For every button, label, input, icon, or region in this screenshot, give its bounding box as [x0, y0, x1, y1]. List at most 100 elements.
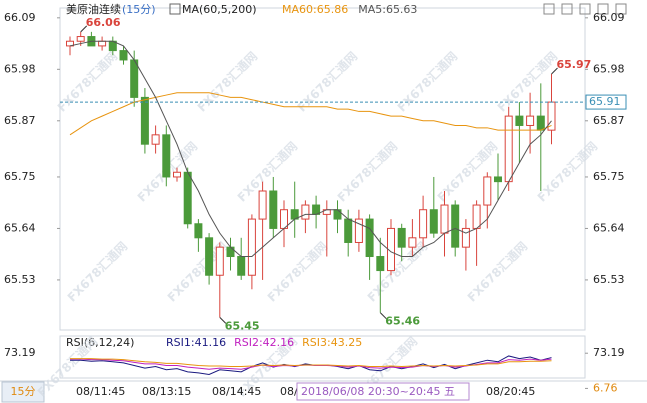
candle-body — [333, 209, 342, 220]
toolbar-icons — [543, 3, 627, 15]
candle — [494, 153, 502, 201]
candle-body — [247, 218, 256, 276]
candle — [397, 223, 406, 262]
candle — [258, 181, 267, 280]
candle-body — [376, 256, 385, 272]
icon[interactable] — [579, 3, 591, 15]
y-tick-label-right: 65.53 — [593, 273, 625, 286]
candle — [504, 106, 513, 191]
candle — [526, 92, 535, 154]
candle-body — [140, 96, 149, 145]
candle-body — [301, 204, 310, 220]
crosshair-label: 2018/06/08 20:30~20:45 五 — [301, 385, 455, 398]
candle — [301, 200, 310, 234]
candle-body — [226, 246, 235, 258]
candle-body — [440, 204, 449, 234]
candle-body — [194, 223, 203, 239]
candle — [269, 176, 278, 238]
y-tick-label: 73.19 — [4, 346, 36, 359]
candle-body — [472, 204, 481, 229]
x-tick-label: 08/13:15 — [142, 385, 191, 398]
candle — [194, 219, 203, 252]
crosshair-label-box — [296, 382, 470, 401]
y-tick-label: 65.64 — [4, 221, 36, 234]
settings-icon[interactable] — [169, 3, 181, 15]
candle-body — [387, 227, 395, 272]
extreme-pointer — [219, 317, 227, 324]
y-tick-label-right: 65.87 — [593, 114, 625, 127]
candle — [140, 88, 149, 154]
icon[interactable] — [561, 3, 573, 15]
rsi-frame — [59, 335, 586, 379]
candle-body — [162, 134, 171, 178]
candle-body — [461, 227, 470, 248]
candle-body — [258, 190, 267, 220]
candle — [376, 237, 385, 313]
candle-body — [494, 176, 502, 183]
candle — [461, 219, 470, 271]
candle-body — [98, 40, 107, 47]
chart-title: 美原油连续 — [66, 2, 121, 16]
candle — [215, 242, 224, 318]
icon[interactable] — [597, 3, 609, 15]
ma-line — [69, 40, 552, 258]
candle — [387, 219, 395, 276]
candle — [205, 233, 214, 285]
candle-body — [526, 115, 535, 126]
legend-entry: MA5:65.63 — [358, 3, 417, 16]
candle-body — [515, 115, 524, 126]
period-button[interactable] — [1, 381, 45, 403]
extreme-pointer — [80, 25, 88, 33]
x-tick-label: 08/11:45 — [76, 385, 125, 398]
candle-body — [173, 171, 181, 178]
y-tick-label-right: 65.64 — [593, 221, 625, 234]
candle-body — [397, 227, 406, 248]
legend-entry: RSI2:42.16 — [234, 336, 294, 349]
x-tick-label: 08/20:45 — [486, 385, 535, 398]
icon[interactable] — [615, 3, 627, 15]
y-tick-label-right: 6.76 — [593, 381, 618, 394]
y-tick-label: 65.75 — [4, 170, 36, 183]
candle — [408, 219, 417, 257]
candle-body — [76, 36, 85, 42]
candle-body — [151, 134, 160, 145]
candle-body — [269, 190, 278, 229]
candle — [515, 102, 524, 163]
candle — [173, 167, 181, 182]
candle-body — [237, 256, 246, 276]
extreme-pointer — [379, 312, 387, 320]
y-tick-label: 65.98 — [4, 62, 36, 75]
extreme-label: 65.97 — [557, 58, 592, 71]
candle-body — [183, 171, 192, 225]
legend-entry: RSI1:41.16 — [166, 336, 226, 349]
extreme-label: 65.45 — [225, 319, 260, 332]
candle-body — [344, 218, 353, 243]
candle — [419, 195, 428, 248]
period: (15分) — [122, 3, 156, 16]
rsi-title: RSI(6,12,24) — [66, 336, 134, 349]
rsi-line — [70, 358, 552, 368]
candle — [429, 176, 438, 238]
candle-body — [280, 209, 288, 229]
candle-body — [483, 176, 492, 206]
extreme-label: 66.06 — [86, 16, 121, 29]
candle-body — [365, 218, 374, 258]
candle-body — [130, 59, 139, 98]
candle — [354, 209, 363, 252]
legend-entry: MA60:65.86 — [282, 3, 348, 16]
extreme-pointer — [551, 67, 558, 75]
period-button-label[interactable]: 15分 — [11, 385, 36, 398]
candle — [119, 45, 128, 65]
candle-body — [451, 204, 460, 248]
candle-body — [429, 209, 438, 234]
y-tick-label-right: 65.75 — [593, 170, 625, 183]
icon[interactable] — [543, 3, 555, 15]
candle-body — [536, 115, 545, 131]
candle-body — [205, 237, 214, 276]
y-tick-label-right: 66.09 — [593, 11, 625, 24]
candle-body — [504, 115, 513, 183]
candle-body — [354, 218, 363, 243]
candle-body — [419, 209, 428, 239]
current-price-label: 65.91 — [589, 95, 621, 108]
